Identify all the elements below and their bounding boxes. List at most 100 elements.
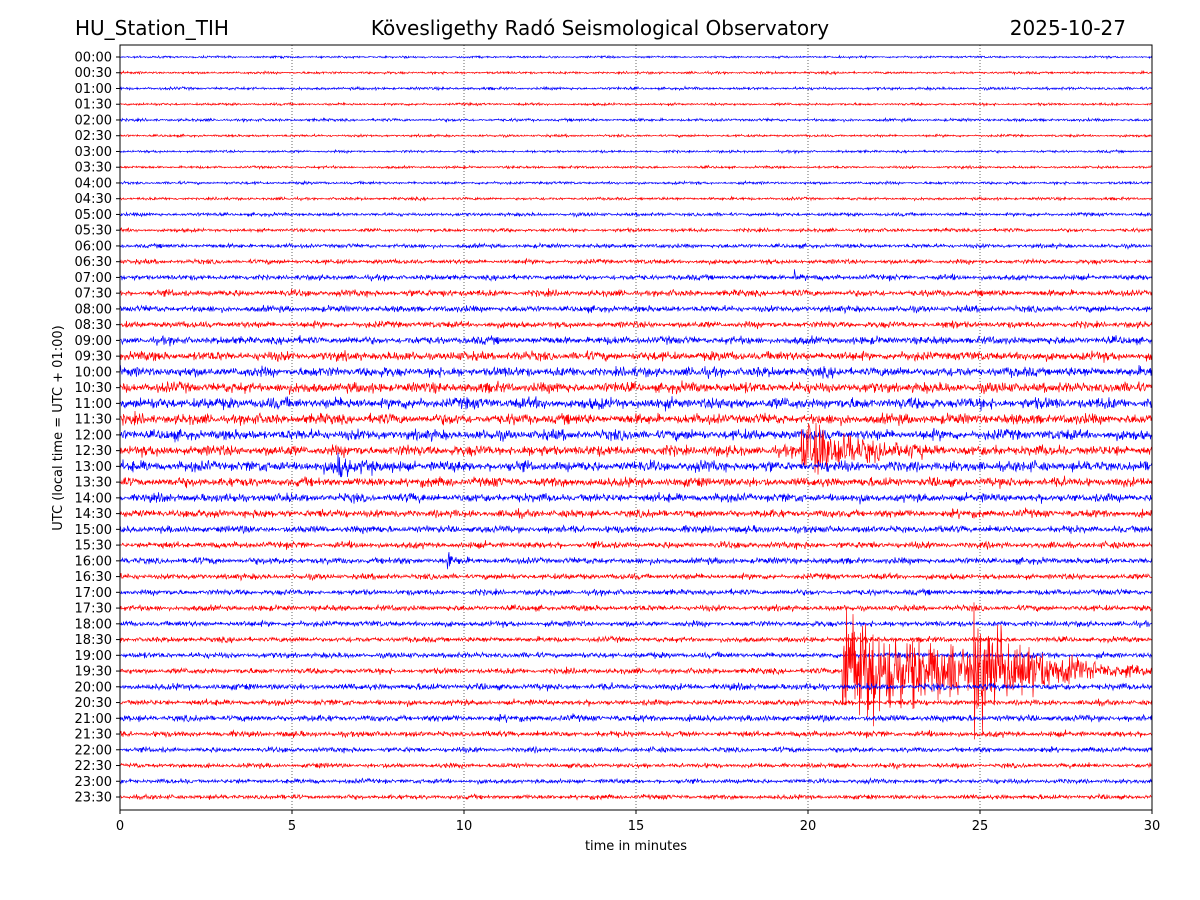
y-tick-label: 12:00 xyxy=(75,428,112,443)
y-tick-label: 04:00 xyxy=(75,176,112,191)
y-tick-label: 09:30 xyxy=(75,350,112,365)
trace-1530 xyxy=(119,540,1153,550)
date-title: 2025-10-27 xyxy=(1010,16,1126,40)
y-tick-label: 03:30 xyxy=(75,161,112,176)
y-tick-label: 18:00 xyxy=(75,617,112,632)
y-tick-label: 05:30 xyxy=(75,224,112,239)
trace-0800 xyxy=(119,304,1153,315)
trace-0000 xyxy=(119,54,1153,60)
y-tick-label: 04:30 xyxy=(75,192,112,207)
y-tick-label: 16:00 xyxy=(75,554,112,569)
x-tick-label: 15 xyxy=(628,819,645,834)
trace-2300 xyxy=(119,777,1153,785)
y-tick-label: 08:00 xyxy=(75,302,112,317)
trace-2200 xyxy=(119,745,1153,754)
x-tick-label: 30 xyxy=(1144,819,1161,834)
trace-2030 xyxy=(119,698,1153,707)
y-tick-label: 03:00 xyxy=(75,145,112,160)
y-tick-label: 19:00 xyxy=(75,649,112,664)
y-tick-label: 12:30 xyxy=(75,444,112,459)
trace-1230 xyxy=(119,422,1153,475)
y-tick-label: 23:30 xyxy=(75,791,112,806)
trace-0130 xyxy=(119,101,1153,108)
trace-0200 xyxy=(119,116,1153,124)
y-tick-label: 10:30 xyxy=(75,381,112,396)
y-tick-label: 01:00 xyxy=(75,82,112,97)
y-tick-label: 11:30 xyxy=(75,413,112,428)
x-tick-label: 10 xyxy=(456,819,473,834)
y-tick-label: 17:00 xyxy=(75,586,112,601)
trace-0230 xyxy=(119,133,1153,139)
y-tick-label: 21:00 xyxy=(75,712,112,727)
y-tick-label: 23:00 xyxy=(75,775,112,790)
trace-0300 xyxy=(119,148,1153,155)
trace-2230 xyxy=(119,761,1153,771)
y-tick-label: 01:30 xyxy=(75,98,112,113)
y-tick-label: 20:30 xyxy=(75,696,112,711)
y-tick-label: 08:30 xyxy=(75,318,112,333)
y-tick-label: 15:30 xyxy=(75,539,112,554)
trace-2100 xyxy=(119,713,1153,723)
trace-0900 xyxy=(119,334,1153,347)
y-tick-label: 14:00 xyxy=(75,491,112,506)
x-axis-label: time in minutes xyxy=(585,839,687,854)
y-tick-label: 00:00 xyxy=(75,51,112,66)
y-axis-label: UTC (local time = UTC + 01:00) xyxy=(51,325,66,530)
y-tick-label: 13:30 xyxy=(75,476,112,491)
station-title: HU_Station_TIH xyxy=(75,16,229,40)
trace-0330 xyxy=(119,164,1153,170)
plot-frame xyxy=(119,44,1153,811)
trace-1300 xyxy=(119,452,1153,478)
trace-1930 xyxy=(119,602,1153,740)
trace-0500 xyxy=(119,211,1153,218)
trace-0700 xyxy=(119,269,1153,282)
trace-1700 xyxy=(119,588,1153,597)
y-tick-label: 02:30 xyxy=(75,129,112,144)
trace-1600 xyxy=(119,552,1153,570)
x-tick-label: 20 xyxy=(800,819,817,834)
y-tick-label: 06:30 xyxy=(75,255,112,270)
y-tick-label: 02:00 xyxy=(75,113,112,128)
trace-0430 xyxy=(119,195,1153,202)
trace-1630 xyxy=(119,571,1153,582)
y-tick-label: 16:30 xyxy=(75,570,112,585)
y-tick-label: 06:00 xyxy=(75,239,112,254)
y-tick-label: 00:30 xyxy=(75,66,112,81)
trace-1500 xyxy=(119,524,1152,535)
x-tick-label: 0 xyxy=(116,819,124,834)
y-tick-label: 22:00 xyxy=(75,743,112,758)
trace-2000 xyxy=(119,682,1153,692)
chart-title: Kövesligethy Radó Seismological Observat… xyxy=(371,16,829,40)
y-tick-label: 15:00 xyxy=(75,523,112,538)
y-tick-label: 20:00 xyxy=(75,680,112,695)
y-tick-label: 07:30 xyxy=(75,287,112,302)
trace-0730 xyxy=(119,288,1153,298)
y-tick-label: 21:30 xyxy=(75,728,112,743)
trace-0630 xyxy=(119,257,1152,266)
trace-2330 xyxy=(119,793,1153,801)
trace-0930 xyxy=(119,350,1153,363)
y-tick-label: 13:00 xyxy=(75,460,112,475)
y-tick-label: 22:30 xyxy=(75,759,112,774)
trace-1030 xyxy=(119,380,1153,395)
trace-1400 xyxy=(119,491,1153,505)
trace-0530 xyxy=(119,226,1153,234)
y-tick-label: 07:00 xyxy=(75,271,112,286)
trace-0400 xyxy=(119,179,1153,186)
y-tick-label: 18:30 xyxy=(75,633,112,648)
x-tick-label: 25 xyxy=(972,819,989,834)
y-tick-label: 17:30 xyxy=(75,602,112,617)
y-tick-label: 09:00 xyxy=(75,334,112,349)
trace-1430 xyxy=(119,507,1153,520)
trace-1330 xyxy=(119,475,1153,489)
x-tick-label: 5 xyxy=(288,819,296,834)
y-tick-label: 14:30 xyxy=(75,507,112,522)
trace-0030 xyxy=(119,69,1153,76)
trace-0100 xyxy=(119,85,1153,92)
y-tick-label: 05:00 xyxy=(75,208,112,223)
trace-2130 xyxy=(119,729,1153,739)
trace-0600 xyxy=(119,242,1153,250)
trace-1000 xyxy=(119,365,1152,379)
